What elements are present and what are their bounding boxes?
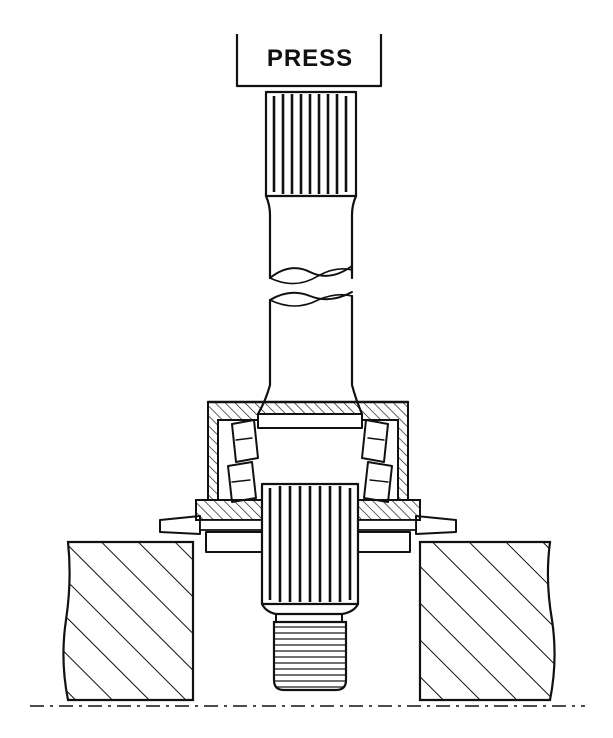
upper-spline <box>264 90 358 198</box>
shaft <box>256 194 364 416</box>
bearing-inner-race <box>257 413 363 429</box>
press-label: PRESS <box>267 45 353 72</box>
right-rollers <box>361 419 393 503</box>
threaded-tip <box>260 602 360 692</box>
left-support-block <box>62 540 195 702</box>
right-support-block <box>418 540 556 702</box>
press-block: PRESS <box>235 34 383 88</box>
left-rollers <box>227 419 259 503</box>
lower-spline <box>260 482 360 606</box>
